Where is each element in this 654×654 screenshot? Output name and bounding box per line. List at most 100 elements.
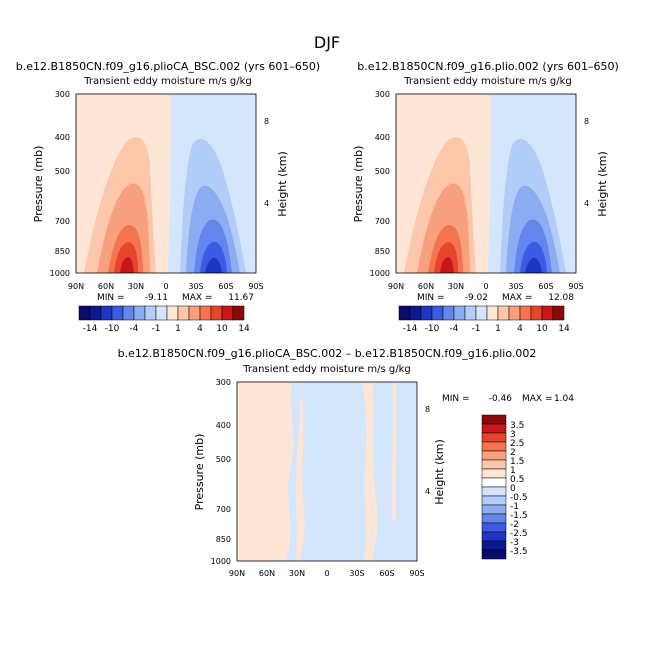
panel-1-xtick-6: 60S (218, 282, 233, 291)
panel-3-xtick-6: 60S (379, 569, 394, 578)
panel-3-y-ticks: 300 400 500 700 850 1000 (211, 378, 231, 566)
colorbar-diff-swatch (481, 513, 507, 524)
cb-diff-label-13: -2.5 (510, 529, 528, 539)
panel-3-xtick-1: 90N (229, 569, 245, 578)
cb-right-label-6: 4 (517, 324, 523, 334)
colorbar-swatch (166, 305, 179, 321)
cb-right-label-5: 1 (495, 324, 501, 334)
colorbar-swatch (475, 305, 488, 321)
cb-left-label-8: 14 (238, 324, 250, 334)
colorbar-diff-swatch (481, 540, 507, 551)
colorbar-diff-swatch (481, 531, 507, 542)
colorbar-diff-swatch (481, 495, 507, 506)
panel-1-x-ticks: 90N 60N 30N 0 30S 60S 90S (68, 282, 264, 291)
panel-3-ytick-850: 850 (216, 535, 231, 544)
cb-right-label-1: -14 (403, 324, 418, 334)
cb-diff-label-9: -0.5 (510, 493, 528, 503)
colorbar-diff-swatch (481, 504, 507, 515)
panel-2-xtick-4: 0 (483, 282, 488, 291)
panel-2-xtick-6: 60S (538, 282, 553, 291)
panel-3-ytick-700: 700 (216, 505, 231, 514)
panel-2-min-label: MIN = (417, 293, 445, 303)
panel-3-positive-strip-pole (391, 382, 397, 520)
panel-3-x-ticks: 90N 60N 30N 0 30S 60S 90S (229, 569, 425, 578)
colorbar-right-labels: -14 -10 -4 -1 1 4 10 14 (403, 324, 570, 334)
cb-diff-label-4: 2 (510, 448, 516, 458)
colorbar-swatch (177, 305, 190, 321)
panel-1-xtick-5: 30S (188, 282, 203, 291)
panel-3-ytick-300: 300 (216, 378, 231, 387)
colorbar-swatch (89, 305, 102, 321)
panel-1-htick-4: 4 (264, 199, 269, 208)
colorbar-diff-swatch (481, 522, 507, 533)
panel-3-positive-strip-mid (296, 395, 305, 561)
cb-diff-label-6: 1 (510, 466, 516, 476)
colorbar-swatch (453, 305, 466, 321)
panel-1-xtick-4: 0 (163, 282, 168, 291)
cb-diff-label-12: -2 (510, 520, 519, 530)
colorbar-diff (481, 414, 507, 560)
panel-1-htick-8: 8 (264, 117, 269, 126)
panel-1-subtitle: Transient eddy moisture m/s g/kg (83, 76, 251, 87)
panel-1-title: b.e12.B1850CN.f09_g16.plioCA_BSC.002 (yr… (16, 60, 320, 73)
panel-2-xtick-5: 30S (508, 282, 523, 291)
cb-diff-label-11: -1.5 (510, 511, 528, 521)
colorbar-swatch (221, 305, 234, 321)
cb-diff-label-1: 3.5 (510, 421, 524, 431)
panel-3-xtick-5: 30S (349, 569, 364, 578)
panel-1-plot (75, 93, 257, 274)
panel-2-ytick-300: 300 (375, 90, 390, 99)
panel-2-y-ticks: 300 400 500 700 850 1000 (370, 90, 390, 278)
panel-2-xtick-3: 30N (448, 282, 464, 291)
cb-left-label-3: -4 (130, 324, 139, 334)
panel-1-warm-contour-5 (120, 257, 134, 273)
colorbar-swatch (541, 305, 554, 321)
panel-2-min-value: -9.02 (465, 293, 488, 303)
panel-3-positive-strip-south (362, 382, 378, 561)
colorbar-left (78, 305, 245, 321)
panel-2: b.e12.B1850CN.f09_g16.plio.002 (yrs 601–… (352, 60, 619, 303)
colorbar-swatch (431, 305, 444, 321)
cb-left-label-5: 1 (175, 324, 181, 334)
colorbar-diff-swatch (481, 468, 507, 479)
panel-2-ylabel-right: Height (km) (596, 151, 609, 217)
cb-diff-label-2: 3 (510, 430, 516, 440)
panel-1-ylabel-right: Height (km) (276, 151, 289, 217)
cb-right-label-4: -1 (472, 324, 481, 334)
colorbar-diff-swatch (481, 459, 507, 470)
panel-3-ytick-1000: 1000 (211, 557, 231, 566)
cb-left-label-2: -10 (105, 324, 120, 334)
panel-3-ylabel-right: Height (km) (433, 439, 446, 505)
colorbar-left-labels: -14 -10 -4 -1 1 4 10 14 (83, 324, 250, 334)
colorbar-swatch (133, 305, 146, 321)
panel-2-xtick-2: 60N (418, 282, 434, 291)
panel-1-ylabel: Pressure (mb) (32, 146, 45, 223)
colorbar-swatch (464, 305, 477, 321)
panel-3-ytick-400: 400 (216, 421, 231, 430)
panel-1-xtick-1: 90N (68, 282, 84, 291)
cb-left-label-4: -1 (152, 324, 161, 334)
panel-1-ytick-1000: 1000 (50, 269, 70, 278)
panel-2-warm-contour-5 (440, 257, 454, 273)
panel-3-htick-4: 4 (425, 487, 430, 496)
cb-right-label-8: 14 (558, 324, 570, 334)
colorbar-swatch (122, 305, 135, 321)
panel-3-min-value: -0.46 (489, 394, 513, 404)
panel-1-xtick-2: 60N (98, 282, 114, 291)
cb-diff-label-15: -3.5 (510, 547, 528, 557)
colorbar-swatch (232, 305, 245, 321)
panel-2-ytick-700: 700 (375, 217, 390, 226)
colorbar-swatch (552, 305, 565, 321)
panel-3-min-label: MIN = (442, 394, 470, 404)
panel-2-ytick-850: 850 (375, 247, 390, 256)
cb-diff-label-8: 0 (510, 484, 516, 494)
panel-1-ytick-850: 850 (55, 247, 70, 256)
panel-1-frame (75, 93, 257, 274)
colorbar-swatch (508, 305, 521, 321)
panel-3-title: b.e12.B1850CN.f09_g16.plioCA_BSC.002 – b… (118, 347, 537, 360)
panel-1-xtick-7: 90S (248, 282, 263, 291)
colorbar-swatch (398, 305, 411, 321)
cb-right-label-2: -10 (425, 324, 440, 334)
colorbar-diff-swatch (481, 432, 507, 443)
panel-2-frame (395, 93, 577, 274)
